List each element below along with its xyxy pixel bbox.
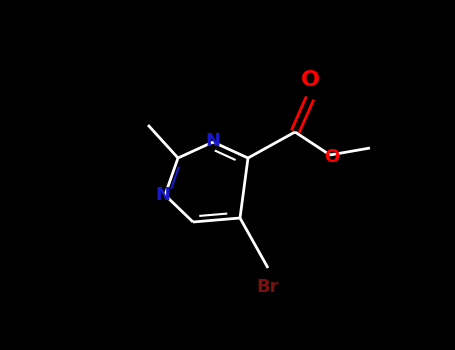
Text: N: N (156, 186, 171, 204)
Text: N: N (206, 132, 221, 150)
Text: O: O (324, 148, 339, 166)
Text: Br: Br (257, 278, 279, 296)
Text: O: O (300, 70, 319, 90)
